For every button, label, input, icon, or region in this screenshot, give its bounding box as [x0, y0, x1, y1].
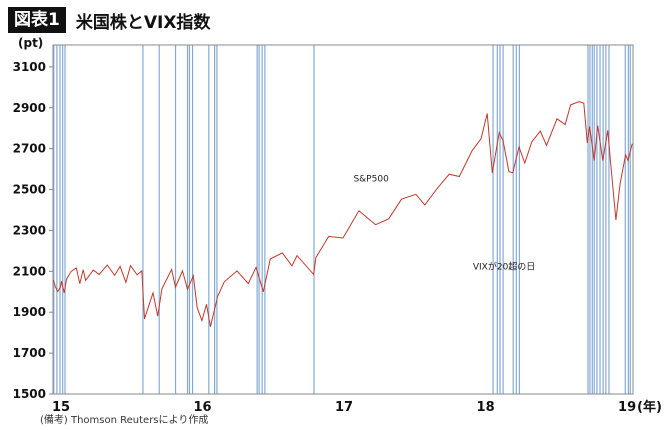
- x-tick-label: 17: [335, 400, 353, 415]
- y-tick-label: 1900: [13, 305, 46, 319]
- y-tick-label: 1500: [13, 387, 46, 401]
- y-tick-label: 3100: [13, 60, 46, 74]
- chart-title: 図表1 米国株とVIX指数: [8, 7, 210, 33]
- y-tick-label: 2700: [13, 142, 46, 156]
- vix-lines: [53, 45, 631, 394]
- chart-title-text: 米国株とVIX指数: [75, 12, 211, 33]
- sp500-line: [52, 101, 633, 327]
- x-tick-label: 18: [477, 400, 495, 415]
- figure-number-badge: 図表1: [8, 7, 66, 33]
- annotation-vix: VIXが20超の日: [473, 260, 535, 272]
- y-tick-label: 2500: [13, 183, 46, 197]
- x-tick-label: 19: [618, 400, 636, 415]
- plot-frame: [52, 44, 634, 395]
- x-tick-label: 15: [52, 400, 70, 415]
- y-tick-label: 1700: [13, 346, 46, 360]
- y-tick-label: 2100: [13, 264, 46, 278]
- annotation-sp500: S&P500: [353, 174, 389, 184]
- y-axis-label: (pt): [18, 36, 43, 50]
- y-tick-label: 2300: [13, 223, 46, 237]
- y-tick-label: 2900: [13, 101, 46, 115]
- x-axis-unit: (年): [637, 399, 662, 415]
- x-tick-label: 16: [194, 400, 212, 415]
- source-note: (備考) Thomson Reutersにより作成: [40, 415, 209, 426]
